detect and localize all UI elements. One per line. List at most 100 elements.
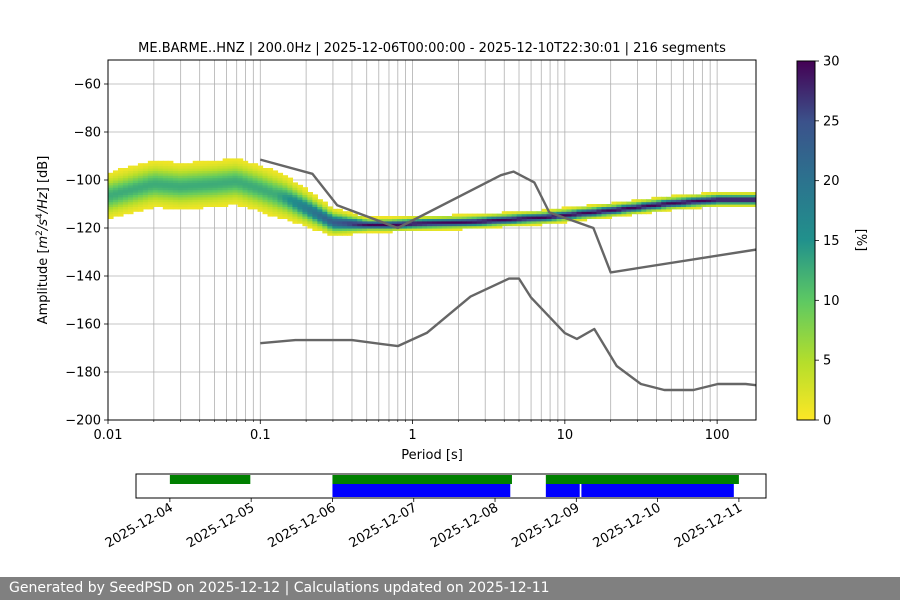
heatmap-cell xyxy=(576,218,583,222)
heatmap-cell xyxy=(127,192,134,195)
heatmap-cell xyxy=(197,201,204,205)
heatmap-cell xyxy=(207,165,214,169)
heatmap-cell xyxy=(167,199,174,203)
heatmap-cell xyxy=(357,223,363,227)
heatmap-cell xyxy=(182,165,189,169)
heatmap-cell xyxy=(506,213,513,217)
heatmap-cell xyxy=(611,204,618,207)
heatmap-cell xyxy=(606,204,613,207)
heatmap-cell xyxy=(716,199,722,203)
heatmap-cell xyxy=(486,218,493,222)
heatmap-cell xyxy=(307,199,313,203)
heatmap-cell xyxy=(217,189,224,193)
heatmap-cell xyxy=(192,168,199,171)
heatmap-cell xyxy=(422,218,428,222)
heatmap-cell xyxy=(242,192,249,195)
heatmap-cell xyxy=(616,201,623,205)
heatmap-cell xyxy=(631,211,637,215)
heatmap-cell xyxy=(157,189,164,193)
heatmap-cell xyxy=(142,184,149,188)
heatmap-cell xyxy=(182,204,189,207)
heatmap-cell xyxy=(197,184,204,188)
heatmap-cell xyxy=(501,220,508,224)
heatmap-cell xyxy=(461,225,468,229)
heatmap-cell xyxy=(202,199,209,203)
heatmap-cell xyxy=(242,184,249,188)
heatmap-cell xyxy=(237,175,244,179)
heatmap-cell xyxy=(232,187,239,191)
heatmap-cell xyxy=(162,206,169,210)
heatmap-cell xyxy=(232,172,239,176)
heatmap-cell xyxy=(317,228,323,231)
heatmap-cell xyxy=(142,180,149,183)
heatmap-cell xyxy=(267,204,274,207)
heatmap-cell xyxy=(177,189,184,193)
heatmap-cell xyxy=(217,187,224,191)
heatmap-cell xyxy=(222,194,229,198)
heatmap-cell xyxy=(162,168,169,171)
heatmap-cell xyxy=(222,170,229,174)
heatmap-cell xyxy=(152,175,159,179)
heatmap-cell xyxy=(471,225,478,229)
heatmap-cell xyxy=(272,180,279,183)
heatmap-cell xyxy=(701,192,707,195)
heatmap-cell xyxy=(172,204,179,207)
heatmap-cell xyxy=(372,216,378,219)
heatmap-cell xyxy=(282,180,289,183)
heatmap-cell xyxy=(237,172,244,176)
heatmap-cell xyxy=(262,177,269,181)
heatmap-cell xyxy=(267,184,274,188)
heatmap-cell xyxy=(696,199,702,203)
heatmap-cell xyxy=(322,228,328,231)
heatmap-cell xyxy=(706,194,712,198)
heatmap-cell xyxy=(297,184,303,188)
colorbar-tick-label: 20 xyxy=(823,174,840,189)
heatmap-cell xyxy=(337,230,343,234)
heatmap-cell xyxy=(491,218,498,222)
heatmap-cell xyxy=(496,220,503,224)
heatmap-cell xyxy=(501,213,508,217)
heatmap-cell xyxy=(152,189,159,193)
heatmap-cell xyxy=(272,192,279,195)
heatmap-cell xyxy=(122,180,129,183)
heatmap-cell xyxy=(392,218,398,222)
availability-tick-label: 2025-12-04 xyxy=(103,500,176,551)
x-tick-label: 100 xyxy=(705,428,730,443)
heatmap-cell xyxy=(466,225,473,229)
heatmap-cell xyxy=(312,201,318,205)
heatmap-cell xyxy=(302,208,308,212)
heatmap-cell xyxy=(751,204,756,207)
heatmap-cell xyxy=(217,180,224,183)
heatmap-cell xyxy=(187,163,194,167)
heatmap-cell xyxy=(207,175,214,179)
heatmap-cell xyxy=(636,201,642,205)
heatmap-cell xyxy=(108,204,114,207)
heatmap-cell xyxy=(267,211,274,215)
heatmap-cell xyxy=(521,216,528,219)
heatmap-cell xyxy=(197,182,204,186)
heatmap-cell xyxy=(147,182,154,186)
heatmap-cell xyxy=(461,220,468,224)
heatmap-cell xyxy=(132,189,139,193)
heatmap-cell xyxy=(247,163,254,167)
heatmap-cell xyxy=(177,201,184,205)
heatmap-cell xyxy=(237,187,244,191)
heatmap-cell xyxy=(182,168,189,171)
heatmap-cell xyxy=(277,192,284,195)
heatmap-cell xyxy=(651,206,657,210)
heatmap-cell xyxy=(277,187,284,191)
heatmap-cell xyxy=(726,204,732,207)
heatmap-cell xyxy=(711,196,717,200)
heatmap-cell xyxy=(257,196,264,200)
heatmap-cell xyxy=(257,172,264,176)
heatmap-cell xyxy=(516,216,523,219)
heatmap-cell xyxy=(242,201,249,205)
heatmap-cell xyxy=(337,232,343,236)
heatmap-cell xyxy=(651,196,657,200)
heatmap-cell xyxy=(232,194,239,198)
heatmap-cell xyxy=(147,199,154,203)
heatmap-cell xyxy=(586,204,593,207)
heatmap-cell xyxy=(127,170,134,174)
heatmap-cell xyxy=(307,218,313,222)
heatmap-cell xyxy=(132,208,139,212)
